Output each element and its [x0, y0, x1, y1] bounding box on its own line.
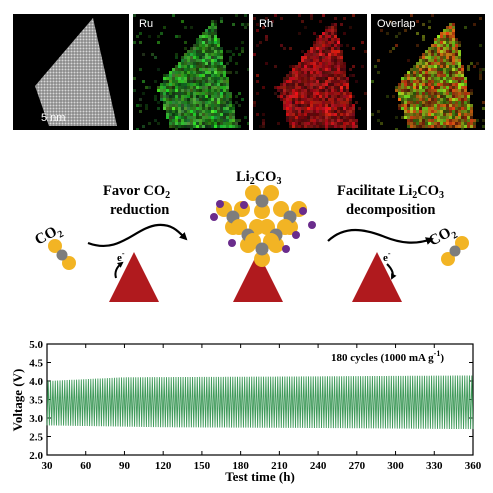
x-tick-label: 90 — [119, 460, 131, 472]
ru-map-panel: Ru — [133, 14, 249, 130]
lithium-atom — [228, 239, 236, 247]
carbon-atom — [255, 242, 269, 256]
x-axis-label: Test time (h) — [225, 469, 295, 484]
catalyst-triangle-right — [352, 252, 402, 302]
rh-label: Rh — [259, 18, 274, 30]
facilitate-label-line1: Facilitate Li2CO3 — [337, 183, 444, 201]
x-tick-label: 60 — [80, 460, 92, 472]
lithium-atom — [216, 200, 224, 208]
haadf-image — [35, 18, 117, 126]
rh-map-image — [253, 14, 367, 130]
lithium-atom — [282, 245, 290, 253]
ru-map-image — [133, 14, 249, 130]
cycle-annotation: 180 cycles (1000 mA g-1) — [331, 349, 444, 364]
x-tick-label: 210 — [271, 460, 288, 472]
y-tick-label: 4.0 — [29, 376, 43, 388]
y-tick-label: 2.5 — [29, 432, 43, 444]
x-tick-label: 180 — [232, 460, 249, 472]
mechanism-schematic: CO2 Favor CO2 reduction e- Li2CO3 Facili… — [32, 169, 469, 302]
right-co2-molecule — [441, 236, 469, 266]
overlap-map-image — [371, 14, 485, 130]
x-axis: 30 60 90 120 150 180 210 240 270 300 330 360 — [42, 344, 482, 472]
electron-arrow-left — [114, 261, 124, 279]
li2co3-label: Li2CO3 — [236, 169, 281, 187]
electron-arrow-right — [386, 263, 397, 280]
catalyst-triangle-left — [109, 252, 159, 302]
haadf-panel: 5 nm — [13, 14, 129, 130]
x-tick-label: 240 — [310, 460, 327, 472]
electron-label-right: e- — [383, 249, 391, 264]
x-tick-label: 300 — [387, 460, 404, 472]
lithium-atom — [240, 201, 248, 209]
li2co3-cluster — [210, 185, 316, 267]
voltage-trace-series — [46, 375, 474, 430]
lithium-atom — [299, 207, 307, 215]
cycling-chart: 2.0 2.5 3.0 3.5 4.0 4.5 5.0 30 60 90 120 150 180 210… — [10, 339, 482, 484]
carbon-atom — [255, 194, 269, 208]
x-tick-label: 30 — [42, 460, 54, 472]
lithium-atom — [292, 231, 300, 239]
y-axis-label: Voltage (V) — [10, 369, 25, 432]
y-tick-label: 3.5 — [29, 395, 43, 407]
lithium-atom — [210, 213, 218, 221]
x-tick-label: 360 — [465, 460, 482, 472]
overlap-map-panel: Overlap — [371, 14, 485, 130]
facilitate-arrow — [327, 229, 434, 245]
x-tick-label: 330 — [426, 460, 443, 472]
favor-label-line2: reduction — [110, 202, 169, 218]
y-tick-label: 3.0 — [29, 413, 43, 425]
left-co2-molecule — [48, 239, 76, 270]
y-tick-label: 5.0 — [29, 339, 43, 351]
x-tick-label: 120 — [155, 460, 172, 472]
oxygen-atom — [254, 203, 270, 219]
x-tick-label: 270 — [349, 460, 366, 472]
ru-label: Ru — [139, 18, 154, 30]
y-tick-label: 2.0 — [29, 450, 43, 462]
favor-label-line1: Favor CO2 — [103, 183, 170, 201]
x-tick-label: 150 — [194, 460, 211, 472]
electron-label-left: e- — [117, 249, 125, 264]
favor-arrow — [87, 223, 188, 248]
overlap-label: Overlap — [377, 18, 416, 30]
oxygen-atom — [254, 251, 270, 267]
y-tick-label: 4.5 — [29, 358, 43, 370]
lithium-atom — [308, 221, 316, 229]
rh-map-panel: Rh — [253, 14, 367, 130]
facilitate-label-line2: decomposition — [346, 202, 435, 218]
catalyst-triangle-middle — [233, 252, 283, 302]
scale-bar-label: 5 nm — [41, 112, 66, 124]
